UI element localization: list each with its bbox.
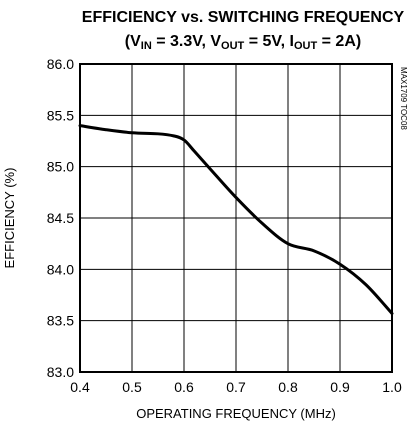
y-tick-label: 83.5 (47, 313, 74, 329)
y-tick-label: 86.0 (47, 56, 74, 72)
grid (79, 63, 393, 373)
x-tick-label: 0.6 (174, 379, 194, 395)
y-tick-label: 84.5 (47, 210, 74, 226)
x-tick-label: 0.8 (278, 379, 298, 395)
series-group (78, 124, 394, 315)
x-tick-label: 1.0 (382, 379, 402, 395)
figure-code: MAX1709 TOC08 (399, 67, 408, 130)
x-tick-label: 0.9 (330, 379, 350, 395)
plot-frame (79, 63, 393, 373)
x-tick-label: 0.4 (70, 379, 90, 395)
x-axis-label: OPERATING FREQUENCY (MHz) (136, 406, 336, 421)
tick-labels: 0.4 0.5 0.6 0.7 0.8 0.9 1.0 86.0 85.5 85.0 84.5 84.… (47, 56, 402, 395)
x-tick-label: 0.5 (122, 379, 142, 395)
y-tick-label: 85.5 (47, 107, 74, 123)
y-tick-label: 85.0 (47, 159, 74, 175)
efficiency-curve (78, 124, 394, 315)
y-axis-label: EFFICIENCY (%) (2, 168, 17, 269)
chart-title: EFFICIENCY vs. SWITCHING FREQUENCY (82, 9, 405, 26)
y-tick-label: 84.0 (47, 261, 74, 277)
y-tick-label: 83.0 (47, 364, 74, 380)
chart-subtitle: (VIN = 3.3V, VOUT = 5V, IOUT = 2A) (125, 33, 361, 52)
x-tick-label: 0.7 (226, 379, 246, 395)
